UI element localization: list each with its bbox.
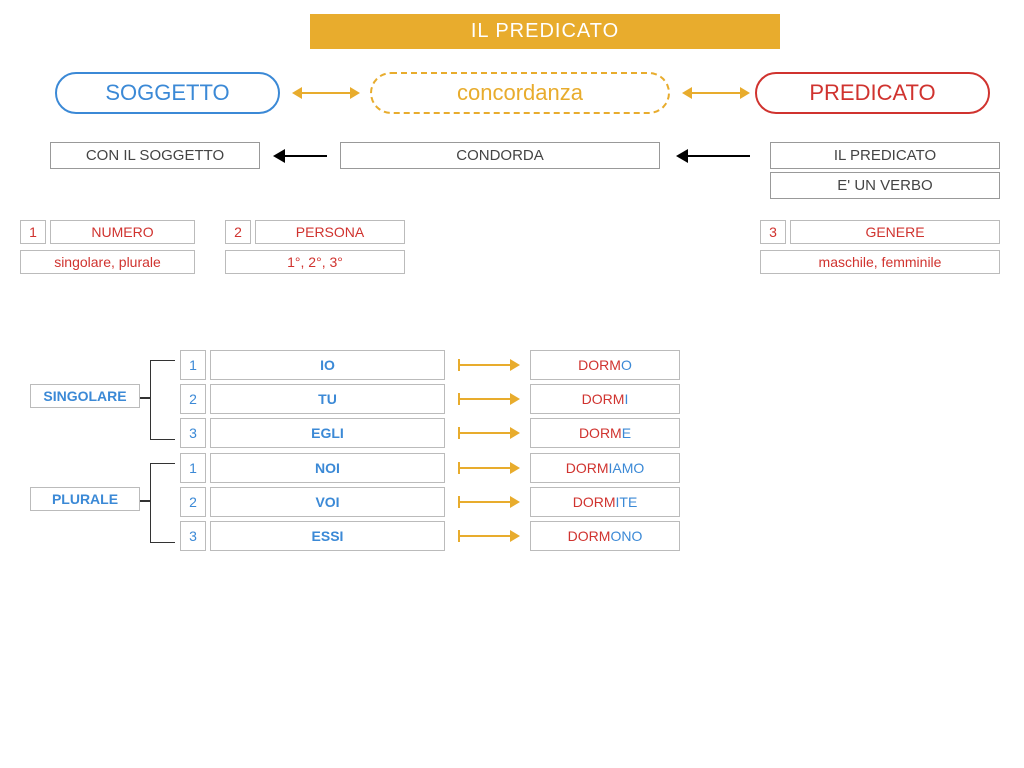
verb-stem: DORM <box>568 528 611 544</box>
verb-cell: DORMITE <box>530 487 680 517</box>
predicate-is-box: IL PREDICATO <box>770 142 1000 169</box>
arrow-left-icon <box>285 155 327 157</box>
verb-stem: DORM <box>579 425 622 441</box>
pronoun-cell: VOI <box>210 487 445 517</box>
verb-cell: DORMI <box>530 384 680 414</box>
pronoun-cell: ESSI <box>210 521 445 551</box>
singular-label: SINGOLARE <box>30 384 140 408</box>
verb-ending: I <box>624 391 628 407</box>
maps-to-arrow-icon <box>458 501 510 503</box>
predicate-pill: PREDICATO <box>755 72 990 114</box>
verb-ending: ITE <box>616 494 638 510</box>
row-num: 1 <box>180 453 206 483</box>
row-num: 3 <box>180 418 206 448</box>
plural-label: PLURALE <box>30 487 140 511</box>
row-num: 1 <box>180 350 206 380</box>
verb-cell: DORMO <box>530 350 680 380</box>
verb-cell: DORMONO <box>530 521 680 551</box>
with-subject-box: CON IL SOGGETTO <box>50 142 260 169</box>
verb-stem: DORM <box>573 494 616 510</box>
cat3-sub: maschile, femminile <box>760 250 1000 274</box>
verb-cell: DORME <box>530 418 680 448</box>
pronoun-cell: IO <box>210 350 445 380</box>
is-verb-box: E' UN VERBO <box>770 172 1000 199</box>
page-title: IL PREDICATO <box>310 14 780 49</box>
bracket-plural <box>150 463 175 543</box>
maps-to-arrow-icon <box>458 398 510 400</box>
row-num: 2 <box>180 487 206 517</box>
bracket-singular <box>150 360 175 440</box>
cat2-label: PERSONA <box>255 220 405 244</box>
cat1-label: NUMERO <box>50 220 195 244</box>
cat1-sub: singolare, plurale <box>20 250 195 274</box>
subject-pill: SOGGETTO <box>55 72 280 114</box>
arrow-left-icon <box>688 155 750 157</box>
double-arrow-icon <box>302 92 350 94</box>
verb-stem: DORM <box>582 391 625 407</box>
verb-ending: ONO <box>610 528 642 544</box>
verb-ending: E <box>622 425 631 441</box>
row-num: 2 <box>180 384 206 414</box>
bracket-stub <box>140 397 150 399</box>
bracket-stub <box>140 500 150 502</box>
pronoun-cell: NOI <box>210 453 445 483</box>
verb-cell: DORMIAMO <box>530 453 680 483</box>
pronoun-cell: EGLI <box>210 418 445 448</box>
pronoun-cell: TU <box>210 384 445 414</box>
agrees-box: CONDORDA <box>340 142 660 169</box>
maps-to-arrow-icon <box>458 364 510 366</box>
cat3-num: 3 <box>760 220 786 244</box>
maps-to-arrow-icon <box>458 535 510 537</box>
maps-to-arrow-icon <box>458 432 510 434</box>
cat3-label: GENERE <box>790 220 1000 244</box>
verb-ending: O <box>621 357 632 373</box>
row-num: 3 <box>180 521 206 551</box>
verb-ending: IAMO <box>609 460 645 476</box>
cat1-num: 1 <box>20 220 46 244</box>
concordance-pill: concordanza <box>370 72 670 114</box>
cat2-sub: 1°, 2°, 3° <box>225 250 405 274</box>
verb-stem: DORM <box>578 357 621 373</box>
cat2-num: 2 <box>225 220 251 244</box>
maps-to-arrow-icon <box>458 467 510 469</box>
verb-stem: DORM <box>566 460 609 476</box>
double-arrow-icon <box>692 92 740 94</box>
